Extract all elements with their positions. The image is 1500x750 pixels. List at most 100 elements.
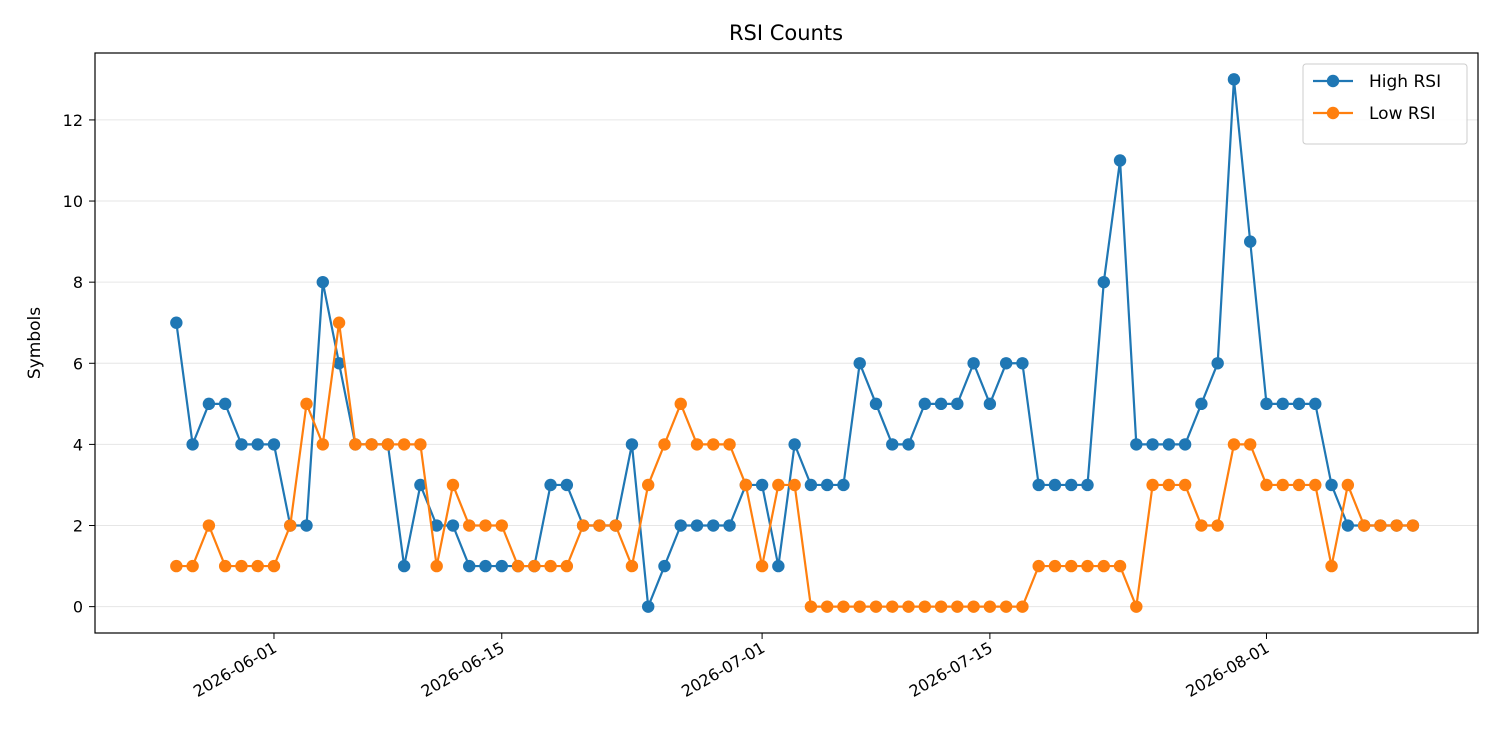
data-point [902,600,915,613]
data-point [576,519,590,532]
data-point [1227,438,1241,451]
data-point [1162,438,1176,451]
data-point [951,600,964,613]
data-point [1130,600,1143,613]
data-point [1309,478,1322,492]
data-point [170,559,183,573]
data-point [1081,478,1094,492]
data-point [1325,559,1338,573]
data-point [495,559,508,573]
y-tick-label: 6 [73,354,83,373]
data-point [788,438,801,451]
data-point [999,357,1013,370]
data-point [755,478,769,492]
data-point [723,519,736,532]
data-point [267,438,281,451]
y-axis: 0 2 4 6 8 10 12 [63,111,95,617]
data-point [967,600,980,613]
series-low-rsi [170,316,1420,613]
data-point [430,559,443,573]
series-high-rsi [170,73,1420,613]
data-point [853,600,866,613]
data-point [707,438,720,451]
data-point [1048,559,1062,573]
data-point [918,600,931,613]
data-point [886,438,899,451]
data-point [1325,478,1338,492]
data-point [869,397,883,411]
data-point [772,478,785,492]
data-point [1390,519,1403,532]
legend-marker [1326,74,1340,88]
data-point [1032,478,1045,492]
data-point [267,559,281,573]
data-point [316,275,329,289]
data-point [853,357,866,370]
data-point [332,316,346,329]
data-point [1130,438,1143,451]
data-point [316,438,329,451]
data-point [511,559,525,573]
data-point [1195,397,1208,411]
data-point [1097,559,1110,573]
chart-title: RSI Counts [729,21,843,45]
data-point [1406,519,1420,532]
data-point [1211,357,1224,370]
data-point [1178,478,1192,492]
data-point [804,600,818,613]
y-tick-label: 12 [63,111,83,130]
data-point [528,559,541,573]
data-point [820,478,834,492]
x-tick-label: 2026-06-01 [190,638,280,701]
data-point [1227,73,1241,86]
data-point [1097,275,1110,289]
data-point [300,397,313,411]
data-point [544,478,557,492]
data-point [918,397,931,411]
data-point [1032,559,1045,573]
data-point [934,397,948,411]
data-point [788,478,801,492]
data-point [218,559,232,573]
data-point [430,519,443,532]
x-tick-label: 2026-08-01 [1182,638,1272,701]
data-point [414,438,427,451]
y-tick-label: 10 [63,192,83,211]
data-point [349,438,362,451]
data-point [674,519,687,532]
data-point [934,600,948,613]
data-point [300,519,313,532]
data-point [609,519,622,532]
data-point [1065,478,1078,492]
legend-label: Low RSI [1369,104,1436,124]
data-point [690,519,704,532]
data-point [1195,519,1208,532]
data-point [560,559,574,573]
data-point [1048,478,1062,492]
legend-marker [1326,106,1340,120]
data-point [625,438,639,451]
data-point [625,559,639,573]
data-point [479,559,492,573]
data-point [658,438,671,451]
legend: High RSI Low RSI [1302,63,1468,145]
plot-frame [94,52,1479,634]
data-point [1113,154,1127,167]
y-tick-label: 4 [73,435,83,454]
data-point [1016,357,1029,370]
data-point [837,478,850,492]
data-point [560,478,574,492]
data-point [967,357,980,370]
data-point [479,519,492,532]
data-point [1309,397,1322,411]
data-point [1081,559,1094,573]
data-point [397,559,411,573]
data-point [642,478,655,492]
data-point [446,519,460,532]
data-point [690,438,704,451]
data-point [381,438,395,451]
legend-label: High RSI [1369,72,1441,92]
data-point [235,438,248,451]
data-point [983,600,997,613]
